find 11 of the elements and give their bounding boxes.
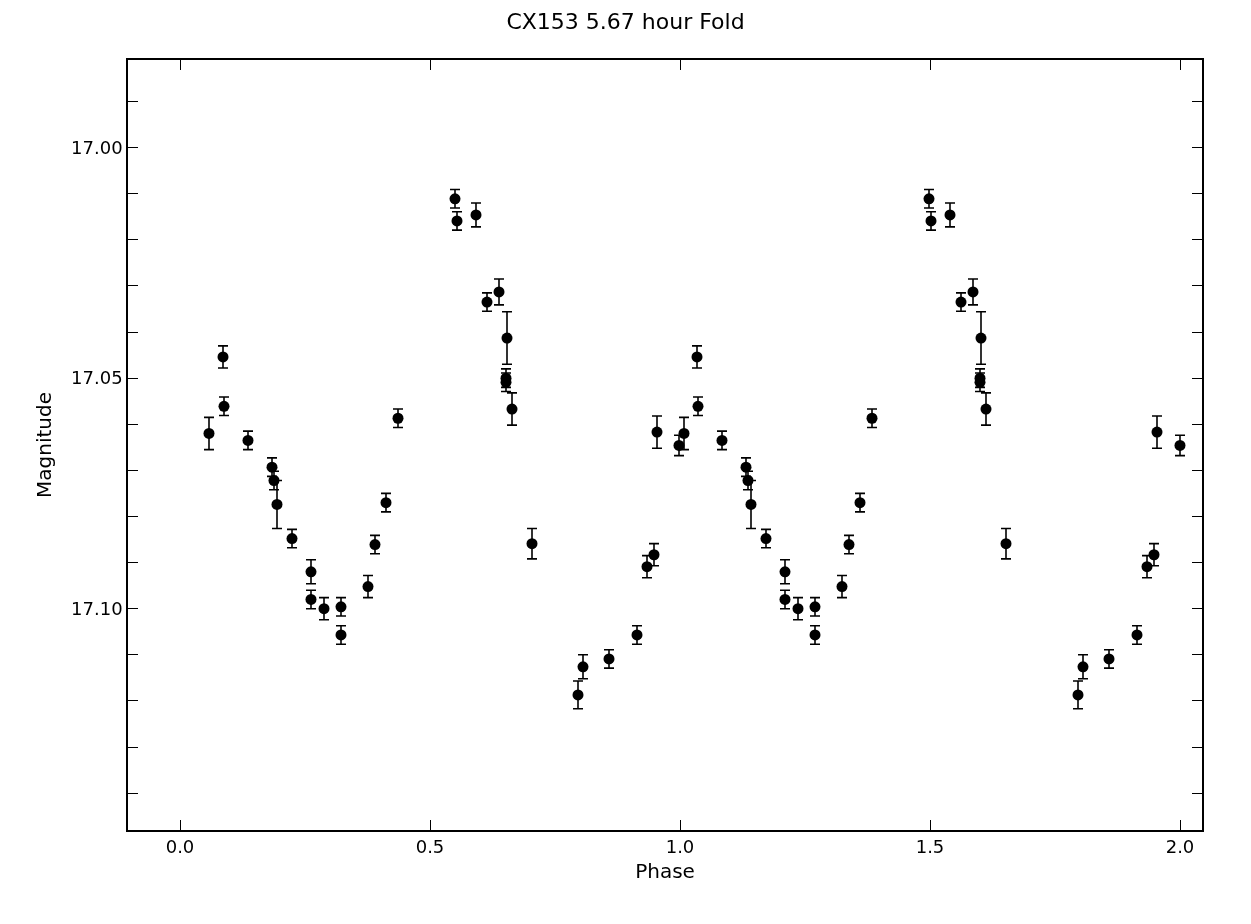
x-tick-label: 0.5 xyxy=(415,836,445,858)
x-axis-title: Phase xyxy=(635,859,695,884)
y-tick-label: 17.05 xyxy=(71,367,123,389)
y-tick-label: 17.00 xyxy=(71,136,123,158)
x-tick-label: 1.0 xyxy=(665,836,695,858)
chart-title: CX153 5.67 hour Fold xyxy=(506,9,745,35)
x-tick-label: 1.5 xyxy=(915,836,945,858)
y-axis-title: Magnitude xyxy=(32,392,57,498)
x-tick-label: 2.0 xyxy=(1165,836,1195,858)
x-tick-label: 0.0 xyxy=(165,836,195,858)
y-tick-label: 17.10 xyxy=(71,597,123,619)
